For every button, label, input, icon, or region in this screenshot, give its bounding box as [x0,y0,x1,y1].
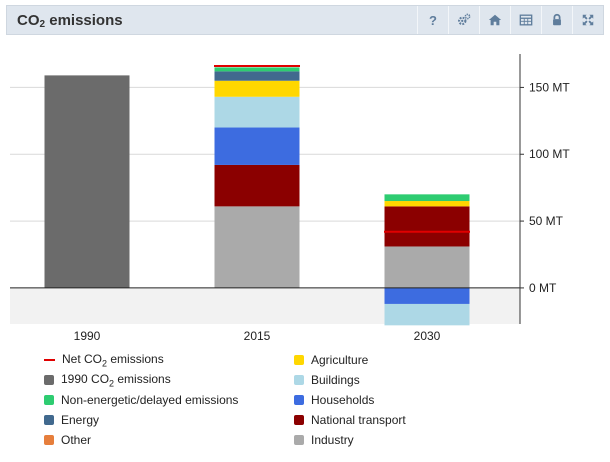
bar-2030-national-transport [384,206,470,247]
legend-swatch [294,375,304,385]
chart-header: CO2 emissions ? [6,5,604,35]
bar-2015-national-transport [214,164,300,207]
legend-item-national-transport[interactable]: National transport [294,410,544,430]
legend-swatch [44,359,55,361]
legend-item-agriculture[interactable]: Agriculture [294,350,544,370]
legend-item-net-co[interactable]: Net CO2 emissions [44,350,294,370]
table-icon [519,14,533,26]
bar-2030-non-energetic-delayed-emissions [384,194,470,202]
bar-2030-industry [384,246,470,288]
legend-item-industry[interactable]: Industry [294,430,544,450]
legend-swatch [294,355,304,365]
legend-label: Other [61,433,92,447]
y-tick-label: 100 MT [529,147,570,161]
home-icon [488,14,502,26]
fullscreen-button[interactable] [572,6,603,34]
legend-label: Net CO2 emissions [62,351,164,369]
settings-button[interactable] [448,6,479,34]
lock-button[interactable] [541,6,572,34]
legend-label: Buildings [311,373,360,387]
y-tick-label: 50 MT [529,214,564,228]
x-tick-label-1990: 1990 [74,329,101,343]
legend-swatch [44,375,54,385]
table-button[interactable] [510,6,541,34]
legend-swatch [44,395,54,405]
gears-icon [458,13,471,26]
bar-2015-industry [214,206,300,288]
chart-title: CO2 emissions [17,12,123,30]
bar-2015-households [214,127,300,165]
toolbar: ? [417,6,603,34]
legend-swatch [294,415,304,425]
legend-item-households[interactable]: Households [294,390,544,410]
help-button[interactable]: ? [417,6,448,34]
question-icon: ? [429,12,437,28]
legend-label: Households [311,393,375,407]
expand-icon [582,14,594,26]
home-button[interactable] [479,6,510,34]
stacked-bar-chart: 0 MT 50 MT 100 MT 150 MT 1990 2015 2030 [10,54,570,343]
legend-swatch [294,435,304,445]
legend-label: Non-energetic/delayed emissions [61,393,239,407]
legend-label: National transport [311,413,406,427]
y-tick-label: 150 MT [529,80,570,94]
lock-icon [553,13,561,26]
bar-2030-agriculture [384,201,470,207]
legend-label: Energy [61,413,100,427]
legend-item-other[interactable]: Other [44,430,294,450]
legend-item-buildings[interactable]: Buildings [294,370,544,390]
legend-label: Agriculture [311,353,369,367]
legend-item-non-energetic-delayed-emissions[interactable]: Non-energetic/delayed emissions [44,390,294,410]
legend-label: Industry [311,433,354,447]
x-tick-label-2015: 2015 [244,329,271,343]
y-tick-label: 0 MT [529,281,557,295]
bar-2030-buildings [384,303,470,326]
bar-2015-agriculture [214,80,300,97]
bar-2015-non-energetic-delayed-emissions [214,67,300,72]
bar-2015-energy [214,71,300,81]
legend-swatch [44,415,54,425]
legend-swatch [44,435,54,445]
bar-2015-buildings [214,96,300,128]
legend-label: 1990 CO2 emissions [61,371,171,389]
bar-1990-1990-co-emissions [44,75,130,288]
bar-2030-households [384,287,470,304]
legend-item-1990-co[interactable]: 1990 CO2 emissions [44,370,294,390]
chart-legend: Net CO2 emissions Agriculture 1990 CO2 emi… [44,350,564,450]
x-tick-label-2030: 2030 [414,329,441,343]
legend-swatch [294,395,304,405]
legend-item-energy[interactable]: Energy [44,410,294,430]
